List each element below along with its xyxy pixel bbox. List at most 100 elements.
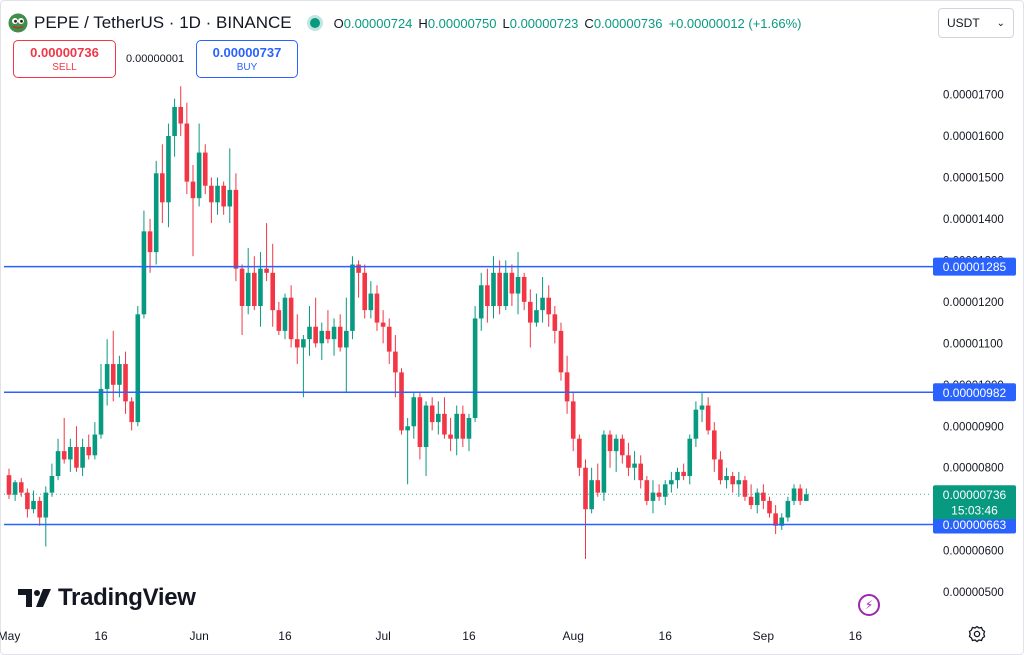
candle[interactable] xyxy=(736,471,742,497)
candle[interactable] xyxy=(552,306,558,344)
candle[interactable] xyxy=(80,438,85,477)
candle[interactable] xyxy=(620,434,625,464)
candle[interactable] xyxy=(589,467,594,514)
candle[interactable] xyxy=(699,393,705,423)
candle[interactable] xyxy=(718,451,723,485)
candle[interactable] xyxy=(49,463,55,497)
candle[interactable] xyxy=(227,148,233,224)
symbol-title[interactable]: PEPE / TetherUS · 1D · BINANCE xyxy=(34,13,292,32)
candle[interactable] xyxy=(748,484,754,510)
candle[interactable] xyxy=(184,102,190,195)
candle[interactable] xyxy=(607,430,613,468)
candle[interactable] xyxy=(429,397,435,431)
candle[interactable] xyxy=(264,223,269,282)
candle[interactable] xyxy=(656,484,662,501)
x-axis[interactable]: May 16 Jun 16 Jul 16 Aug 16 Sep 16 xyxy=(0,629,862,643)
candle[interactable] xyxy=(252,256,257,311)
sell-button[interactable]: 0.00000736 SELL xyxy=(13,40,116,78)
candle[interactable] xyxy=(436,401,441,435)
candle[interactable] xyxy=(282,293,288,340)
candle[interactable] xyxy=(68,438,73,472)
candle[interactable] xyxy=(374,285,380,331)
candle[interactable] xyxy=(423,401,429,477)
candle[interactable] xyxy=(767,496,772,518)
candle[interactable] xyxy=(626,442,631,477)
candle[interactable] xyxy=(325,310,331,344)
candle[interactable] xyxy=(638,455,643,489)
candle[interactable] xyxy=(521,272,527,311)
candle[interactable] xyxy=(785,496,791,522)
candle[interactable] xyxy=(74,426,79,472)
candle[interactable] xyxy=(681,463,686,481)
candle[interactable] xyxy=(92,422,98,460)
candle[interactable] xyxy=(160,144,165,224)
candle[interactable] xyxy=(129,397,134,431)
tradingview-logo[interactable]: TradingView xyxy=(18,584,196,612)
candle[interactable] xyxy=(564,355,570,414)
candle[interactable] xyxy=(399,368,404,435)
candle[interactable] xyxy=(478,272,484,331)
candle[interactable] xyxy=(393,335,398,398)
candle[interactable] xyxy=(442,397,447,439)
candle[interactable] xyxy=(577,434,582,477)
candle[interactable] xyxy=(245,247,251,315)
candle[interactable] xyxy=(313,297,318,348)
candle[interactable] xyxy=(319,322,325,360)
candle[interactable] xyxy=(117,355,122,398)
candle[interactable] xyxy=(368,281,374,319)
candle[interactable] xyxy=(595,463,601,497)
candle[interactable] xyxy=(196,123,202,207)
candle[interactable] xyxy=(239,264,245,336)
candle[interactable] xyxy=(570,393,576,452)
candle[interactable] xyxy=(705,397,711,435)
candle[interactable] xyxy=(135,306,141,427)
candle[interactable] xyxy=(362,264,368,319)
candle[interactable] xyxy=(730,471,735,493)
candle[interactable] xyxy=(301,335,306,398)
candle[interactable] xyxy=(288,285,294,348)
candle[interactable] xyxy=(215,177,220,215)
candle[interactable] xyxy=(460,405,466,447)
candle[interactable] xyxy=(546,285,552,327)
candle[interactable] xyxy=(675,467,680,489)
candle[interactable] xyxy=(61,417,67,464)
settings-gear-icon[interactable] xyxy=(968,625,986,643)
candle[interactable] xyxy=(37,496,42,526)
candle[interactable] xyxy=(386,318,392,365)
buy-button[interactable]: 0.00000737 BUY xyxy=(196,40,298,78)
candle[interactable] xyxy=(104,339,110,406)
candle[interactable] xyxy=(497,260,502,315)
candle[interactable] xyxy=(540,276,545,323)
candle[interactable] xyxy=(350,256,355,340)
candle[interactable] xyxy=(153,160,159,265)
candle[interactable] xyxy=(632,451,637,481)
candle[interactable] xyxy=(110,330,116,402)
candle[interactable] xyxy=(466,413,472,452)
candle[interactable] xyxy=(583,459,588,559)
candle[interactable] xyxy=(724,467,729,489)
candle[interactable] xyxy=(25,488,30,518)
candle[interactable] xyxy=(12,480,18,501)
candle[interactable] xyxy=(172,98,177,157)
candle[interactable] xyxy=(123,351,128,414)
candle[interactable] xyxy=(773,505,778,535)
currency-select[interactable]: USDT ⌄ xyxy=(938,8,1014,38)
candle[interactable] xyxy=(190,165,196,257)
candle[interactable] xyxy=(166,123,171,228)
candles[interactable] xyxy=(6,86,809,559)
candle[interactable] xyxy=(791,484,797,506)
candle[interactable] xyxy=(761,484,766,510)
candle[interactable] xyxy=(417,393,423,460)
candle[interactable] xyxy=(405,417,410,485)
candle[interactable] xyxy=(601,430,607,501)
candle[interactable] xyxy=(454,405,460,456)
candle[interactable] xyxy=(178,86,184,136)
candle[interactable] xyxy=(31,490,36,514)
horizontal-lines[interactable] xyxy=(4,265,933,526)
candle[interactable] xyxy=(693,401,699,447)
candle[interactable] xyxy=(18,478,24,497)
candle[interactable] xyxy=(509,264,515,306)
candle[interactable] xyxy=(448,417,453,452)
candle[interactable] xyxy=(209,177,214,224)
